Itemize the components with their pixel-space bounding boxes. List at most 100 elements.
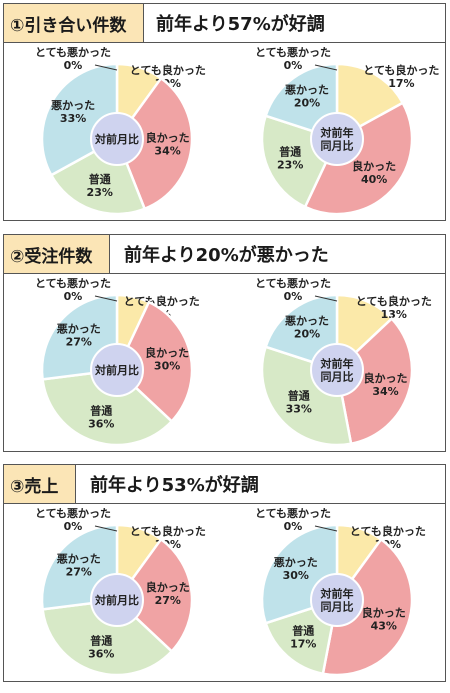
slice-label: 良かった bbox=[362, 605, 406, 619]
slice-normal bbox=[41, 598, 174, 677]
center-label: 対前月比 bbox=[94, 593, 139, 607]
slice-percent: 23% bbox=[87, 186, 113, 199]
slice-percent: 0% bbox=[64, 59, 83, 72]
chart-area: とても良かった10%良かった27%普通36%悪かった27%とても悪かった0%対前… bbox=[35, 507, 426, 677]
slice-label: 悪かった bbox=[57, 322, 101, 335]
slice-good bbox=[303, 101, 414, 216]
center-label: 対前月比 bbox=[94, 132, 139, 146]
slice-percent: 30% bbox=[154, 359, 180, 372]
panel-inquiries: ①引き合い件数 前年より57%が好調 とても良かった10%良かった34%普通23… bbox=[3, 3, 446, 221]
slice-label: とても良かった bbox=[350, 524, 426, 538]
slice-label: とても良かった bbox=[130, 63, 206, 77]
slice-label: とても悪かった bbox=[255, 277, 331, 290]
slice-label: 悪かった bbox=[51, 99, 95, 112]
leader-line bbox=[314, 64, 338, 71]
leader-line bbox=[94, 525, 118, 532]
center-label: 対前月比 bbox=[94, 363, 139, 377]
slice-percent: 33% bbox=[60, 112, 86, 125]
slice-percent: 36% bbox=[88, 648, 114, 661]
slice-label: 普通 bbox=[292, 623, 314, 637]
slice-percent: 34% bbox=[154, 144, 180, 157]
panel-orders: ②受注件数 前年より20%が悪かった とても良かった7%良かった30%普通36%… bbox=[3, 234, 446, 452]
slice-good bbox=[115, 76, 194, 211]
slice-percent: 27% bbox=[66, 565, 92, 578]
donut-center bbox=[310, 343, 364, 397]
slice-percent: 33% bbox=[286, 403, 312, 416]
slice-label: とても良かった bbox=[356, 294, 432, 308]
panel-tag: ①引き合い件数 bbox=[4, 4, 144, 42]
slice-percent: 0% bbox=[64, 520, 83, 533]
slice-label: 普通 bbox=[90, 404, 112, 418]
slice-percent: 30% bbox=[283, 569, 309, 582]
panel-header: ①引き合い件数 前年より57%が好調 bbox=[4, 4, 445, 43]
slice-label: とても悪かった bbox=[35, 277, 111, 290]
slice-label: とても悪かった bbox=[35, 507, 111, 520]
slice-label: 普通 bbox=[90, 634, 112, 648]
slice-percent: 17% bbox=[290, 637, 316, 650]
panel-headline: 前年より53%が好調 bbox=[90, 475, 259, 496]
slice-percent: 0% bbox=[284, 290, 303, 303]
slice-good bbox=[115, 537, 194, 654]
slice-label: 普通 bbox=[279, 144, 301, 158]
slice-percent: 23% bbox=[277, 158, 303, 171]
slice-label: とても悪かった bbox=[255, 46, 331, 59]
slice-percent: 43% bbox=[371, 619, 397, 632]
center-label: 同月比 bbox=[321, 370, 354, 384]
panel-header: ②受注件数 前年より20%が悪かった bbox=[4, 235, 445, 274]
slice-label: 良かった bbox=[146, 580, 190, 594]
donut-center bbox=[310, 573, 364, 627]
slice-percent: 27% bbox=[66, 335, 92, 348]
slice-label: とても悪かった bbox=[255, 507, 331, 520]
center-label: 同月比 bbox=[321, 600, 354, 614]
slice-label: 悪かった bbox=[285, 315, 329, 328]
slice-label: 良かった bbox=[145, 345, 189, 359]
leader-line bbox=[314, 525, 338, 532]
slice-percent: 40% bbox=[361, 173, 387, 186]
donut-center bbox=[310, 112, 364, 166]
slice-label: 良かった bbox=[352, 159, 396, 173]
slice-percent: 27% bbox=[155, 594, 181, 607]
slice-label: とても悪かった bbox=[35, 46, 111, 59]
slice-percent: 36% bbox=[88, 418, 114, 431]
slice-percent: 34% bbox=[372, 385, 398, 398]
slice-label: 普通 bbox=[288, 389, 310, 403]
slice-good bbox=[335, 316, 414, 446]
chart-area: とても良かった10%良かった34%普通23%悪かった33%とても悪かった0%対前… bbox=[35, 46, 439, 216]
slice-label: とても良かった bbox=[363, 63, 439, 77]
slice-percent: 20% bbox=[294, 328, 320, 341]
panel-headline: 前年より20%が悪かった bbox=[124, 245, 329, 266]
leader-line bbox=[314, 295, 338, 302]
slice-percent: 0% bbox=[284, 59, 303, 72]
chart-area: とても良かった7%良かった30%普通36%悪かった27%とても悪かった0%対前月… bbox=[35, 277, 432, 447]
panel-headline: 前年より57%が好調 bbox=[156, 14, 325, 35]
slice-percent: 20% bbox=[294, 97, 320, 110]
center-label: 同月比 bbox=[321, 139, 354, 153]
center-label: 対前年 bbox=[320, 587, 354, 601]
donut-center bbox=[90, 573, 144, 627]
slice-label: とても良かった bbox=[124, 294, 200, 308]
slice-percent: 0% bbox=[64, 290, 83, 303]
slice-label: 悪かった bbox=[285, 84, 329, 97]
slice-label: 良かった bbox=[364, 371, 408, 385]
leader-line bbox=[94, 295, 118, 302]
donut-center bbox=[90, 112, 144, 166]
slice-label: 悪かった bbox=[274, 556, 318, 569]
slice-percent: 17% bbox=[388, 77, 414, 90]
slice-label: 良かった bbox=[146, 130, 190, 144]
slice-good bbox=[321, 537, 414, 677]
panel-header: ③売上 前年より53%が好調 bbox=[4, 465, 445, 504]
slice-label: 普通 bbox=[89, 172, 111, 186]
slice-normal bbox=[41, 368, 174, 447]
center-label: 対前年 bbox=[320, 126, 354, 140]
slice-percent: 0% bbox=[284, 520, 303, 533]
panel-tag: ②受注件数 bbox=[4, 235, 110, 273]
slice-label: とても良かった bbox=[130, 524, 206, 538]
leader-line bbox=[94, 64, 118, 71]
slice-label: 悪かった bbox=[57, 552, 101, 565]
slice-percent: 13% bbox=[381, 308, 407, 321]
donut-center bbox=[90, 343, 144, 397]
center-label: 対前年 bbox=[320, 357, 354, 371]
panel-tag: ③売上 bbox=[4, 465, 76, 503]
panel-sales: ③売上 前年より53%が好調 とても良かった10%良かった27%普通36%悪かっ… bbox=[3, 464, 446, 682]
slice-good bbox=[115, 300, 194, 424]
